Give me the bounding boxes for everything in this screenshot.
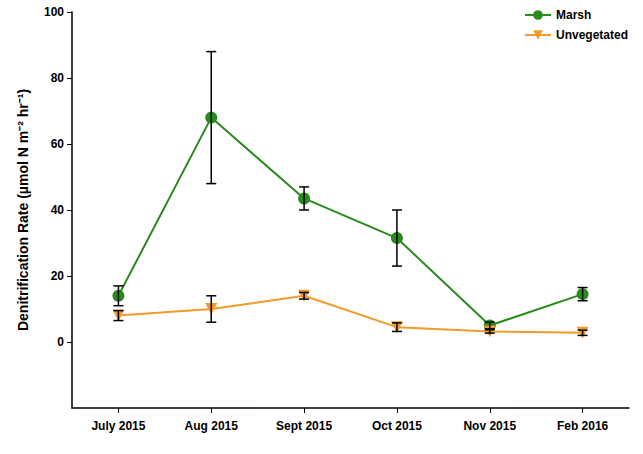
svg-text:Feb 2016: Feb 2016 [557, 419, 609, 433]
svg-text:40: 40 [51, 203, 65, 217]
svg-text:July 2015: July 2015 [91, 419, 145, 433]
svg-text:60: 60 [51, 137, 65, 151]
svg-text:0: 0 [57, 335, 64, 349]
svg-text:Denitrification Rate (µmol N m: Denitrification Rate (µmol N m⁻² hr⁻¹) [15, 89, 31, 331]
svg-text:100: 100 [44, 5, 64, 19]
svg-text:Aug 2015: Aug 2015 [185, 419, 239, 433]
svg-text:80: 80 [51, 71, 65, 85]
svg-text:Nov 2015: Nov 2015 [463, 419, 516, 433]
svg-text:Unvegetated: Unvegetated [556, 28, 628, 42]
svg-text:Sept 2015: Sept 2015 [276, 419, 332, 433]
svg-text:Oct 2015: Oct 2015 [372, 419, 422, 433]
svg-text:20: 20 [51, 269, 65, 283]
svg-text:Marsh: Marsh [556, 8, 591, 22]
